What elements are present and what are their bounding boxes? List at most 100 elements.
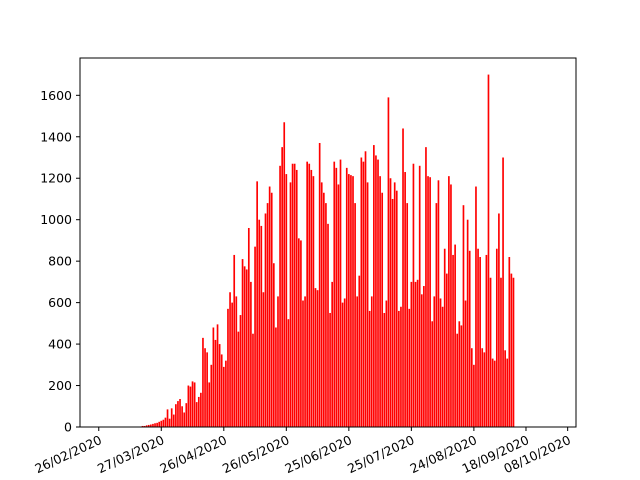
- bar: [225, 360, 227, 427]
- bar: [358, 275, 361, 427]
- bar: [406, 203, 409, 427]
- bar: [154, 423, 156, 427]
- bar: [477, 248, 479, 427]
- bar: [327, 223, 329, 427]
- bar: [291, 163, 294, 427]
- bar: [239, 315, 242, 427]
- bar: [237, 331, 240, 427]
- bar: [379, 176, 381, 427]
- bar: [410, 281, 413, 427]
- bar: [437, 180, 440, 427]
- bar: [164, 417, 167, 427]
- bar: [306, 161, 308, 427]
- bar: [464, 300, 467, 427]
- bar: [302, 300, 304, 427]
- bar: [266, 203, 269, 427]
- bar: [389, 178, 392, 427]
- bar: [331, 281, 333, 427]
- bar: [456, 333, 459, 427]
- y-tick-label: 600: [48, 295, 72, 310]
- y-tick-label: 1200: [40, 171, 72, 186]
- bar: [300, 240, 302, 427]
- bar: [352, 176, 354, 427]
- bar: [504, 350, 506, 427]
- bar: [325, 203, 327, 427]
- bar: [256, 181, 258, 427]
- bar: [283, 122, 286, 427]
- bar: [502, 157, 504, 427]
- bar: [360, 157, 363, 427]
- bar: [229, 292, 231, 427]
- bar: [341, 302, 344, 427]
- bar: [297, 238, 300, 427]
- bar: [475, 186, 477, 427]
- bar: [187, 385, 190, 427]
- bar: [222, 366, 225, 427]
- bar: [314, 288, 317, 427]
- bar: [414, 281, 417, 427]
- bar: [435, 203, 438, 427]
- bar: [452, 254, 454, 427]
- bar: [150, 424, 152, 427]
- bar: [408, 308, 411, 427]
- bar: [202, 337, 204, 427]
- bar: [191, 381, 194, 427]
- bar: [214, 339, 217, 427]
- bar: [425, 147, 427, 427]
- bar: [289, 182, 292, 427]
- bar: [441, 306, 444, 427]
- bar: [212, 327, 215, 427]
- bar: [485, 254, 488, 427]
- bar: [398, 310, 400, 427]
- bar: [181, 406, 183, 427]
- bar: [393, 182, 396, 427]
- bar: [210, 364, 213, 427]
- bar: [354, 203, 356, 427]
- bar: [320, 182, 323, 427]
- bar: [177, 401, 179, 427]
- bar: [433, 296, 436, 427]
- bar: [197, 396, 200, 427]
- y-tick-label: 1400: [40, 129, 72, 144]
- bar: [318, 142, 321, 428]
- bar: [193, 382, 196, 427]
- y-tick-label: 0: [64, 420, 72, 435]
- bar: [293, 163, 296, 427]
- bar: [383, 312, 386, 427]
- bar: [172, 414, 175, 427]
- bar: [179, 399, 181, 427]
- y-tick-label: 1000: [40, 212, 72, 227]
- bar: [270, 192, 273, 427]
- bar: [448, 176, 450, 427]
- bar: [304, 296, 306, 427]
- bar: [431, 321, 434, 427]
- bar: [206, 352, 208, 427]
- bar: [235, 296, 238, 427]
- bar: [233, 254, 236, 427]
- bar: [483, 352, 486, 427]
- bar: [162, 419, 165, 427]
- bar-series: [141, 74, 515, 428]
- y-tick-label: 200: [48, 378, 72, 393]
- bar: [166, 409, 169, 427]
- bar: [498, 213, 500, 427]
- bar: [404, 172, 406, 427]
- bar: [512, 277, 515, 427]
- bar: [458, 321, 461, 427]
- bar: [391, 198, 394, 427]
- bar: [218, 344, 221, 427]
- bar: [335, 167, 338, 427]
- bar: [285, 174, 288, 427]
- bar: [373, 145, 375, 427]
- bar: [168, 418, 171, 427]
- bar: [491, 358, 494, 427]
- bar: [183, 412, 186, 427]
- bar: [310, 169, 313, 427]
- bar: [454, 244, 456, 427]
- bar: [366, 182, 369, 427]
- bar: [175, 404, 177, 427]
- bar: [245, 269, 248, 427]
- y-tick-label: 400: [48, 337, 72, 352]
- bar: [279, 165, 281, 428]
- bar: [227, 308, 229, 427]
